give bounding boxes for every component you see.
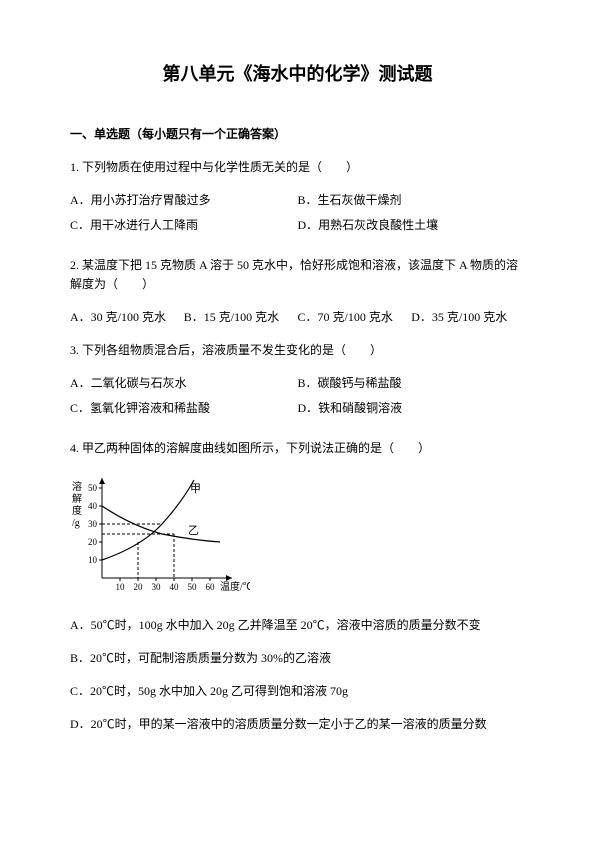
- label-jia: 甲: [190, 483, 201, 495]
- x-tick-30: 30: [152, 582, 162, 592]
- y-tick-40: 40: [88, 501, 98, 511]
- q2-option-a: A．30 克/100 克水: [70, 308, 184, 327]
- page-title: 第八单元《海水中的化学》测试题: [70, 60, 525, 89]
- y-tick-20: 20: [88, 537, 98, 547]
- x-tick-60: 60: [206, 582, 216, 592]
- q1-option-b: B．生石灰做干燥剂: [298, 191, 526, 210]
- q1-option-d: D．用熟石灰改良酸性土壤: [298, 216, 526, 235]
- solubility-chart: 10 20 30 40 50 10 20 30 40 50: [70, 472, 250, 602]
- y-tick-50: 50: [88, 483, 98, 493]
- label-yi: 乙: [188, 524, 199, 537]
- q3-option-d: D．铁和硝酸铜溶液: [298, 399, 526, 418]
- q4-option-c: C．20℃时，50g 水中加入 20g 乙可得到饱和溶液 70g: [70, 682, 525, 701]
- y-ticks: 10 20 30 40 50: [88, 483, 102, 565]
- x-arrow-icon: [226, 575, 232, 581]
- x-tick-10: 10: [116, 582, 126, 592]
- q3-option-a: A．二氧化碳与石灰水: [70, 374, 298, 393]
- q2-stem: 2. 某温度下把 15 克物质 A 溶于 50 克水中，恰好形成饱和溶液，该温度…: [70, 256, 525, 294]
- x-tick-20: 20: [134, 582, 144, 592]
- q3-option-b: B．碳酸钙与稀盐酸: [298, 374, 526, 393]
- x-tick-40: 40: [170, 582, 180, 592]
- q4-option-b: B．20℃时，可配制溶质质量分数为 30%的乙溶液: [70, 649, 525, 668]
- y-tick-30: 30: [88, 519, 98, 529]
- q2-options: A．30 克/100 克水 B．15 克/100 克水 C．70 克/100 克…: [70, 308, 525, 327]
- y-axis-label-1: 溶: [72, 480, 82, 493]
- x-tick-50: 50: [188, 582, 198, 592]
- q1-option-a: A．用小苏打治疗胃酸过多: [70, 191, 298, 210]
- q2-option-b: B．15 克/100 克水: [184, 308, 298, 327]
- q4-option-d: D．20℃时，甲的某一溶液中的溶质质量分数一定小于乙的某一溶液的质量分数: [70, 715, 525, 734]
- q1-stem: 1. 下列物质在使用过程中与化学性质无关的是（ ）: [70, 158, 525, 177]
- q3-stem: 3. 下列各组物质混合后，溶液质量不发生变化的是（ ）: [70, 341, 525, 360]
- q1-options: A．用小苏打治疗胃酸过多 B．生石灰做干燥剂 C．用干冰进行人工降雨 D．用熟石…: [70, 191, 525, 241]
- x-ticks: 10 20 30 40 50 60: [116, 578, 216, 592]
- y-axis-label-4: /g: [72, 518, 80, 529]
- q2-option-d: D．35 克/100 克水: [411, 308, 525, 327]
- y-arrow-icon: [99, 478, 105, 484]
- curve-jia: [102, 480, 194, 560]
- q4-stem: 4. 甲乙两种固体的溶解度曲线如图所示，下列说法正确的是（ ）: [70, 439, 525, 458]
- q4-option-a: A．50℃时，100g 水中加入 20g 乙并降温至 20℃，溶液中溶质的质量分…: [70, 616, 525, 635]
- q3-option-c: C．氢氧化钾溶液和稀盐酸: [70, 399, 298, 418]
- y-axis-label-3: 度: [72, 504, 82, 517]
- chart-svg: 10 20 30 40 50 10 20 30 40 50: [70, 472, 250, 602]
- q1-option-c: C．用干冰进行人工降雨: [70, 216, 298, 235]
- section-header: 一、单选题（每小题只有一个正确答案）: [70, 125, 525, 144]
- q3-options: A．二氧化碳与石灰水 B．碳酸钙与稀盐酸 C．氢氧化钾溶液和稀盐酸 D．铁和硝酸…: [70, 374, 525, 424]
- y-axis-label-2: 解: [72, 492, 82, 505]
- x-axis-label: 温度/℃: [220, 580, 250, 593]
- q2-option-c: C．70 克/100 克水: [298, 308, 412, 327]
- y-tick-10: 10: [88, 555, 98, 565]
